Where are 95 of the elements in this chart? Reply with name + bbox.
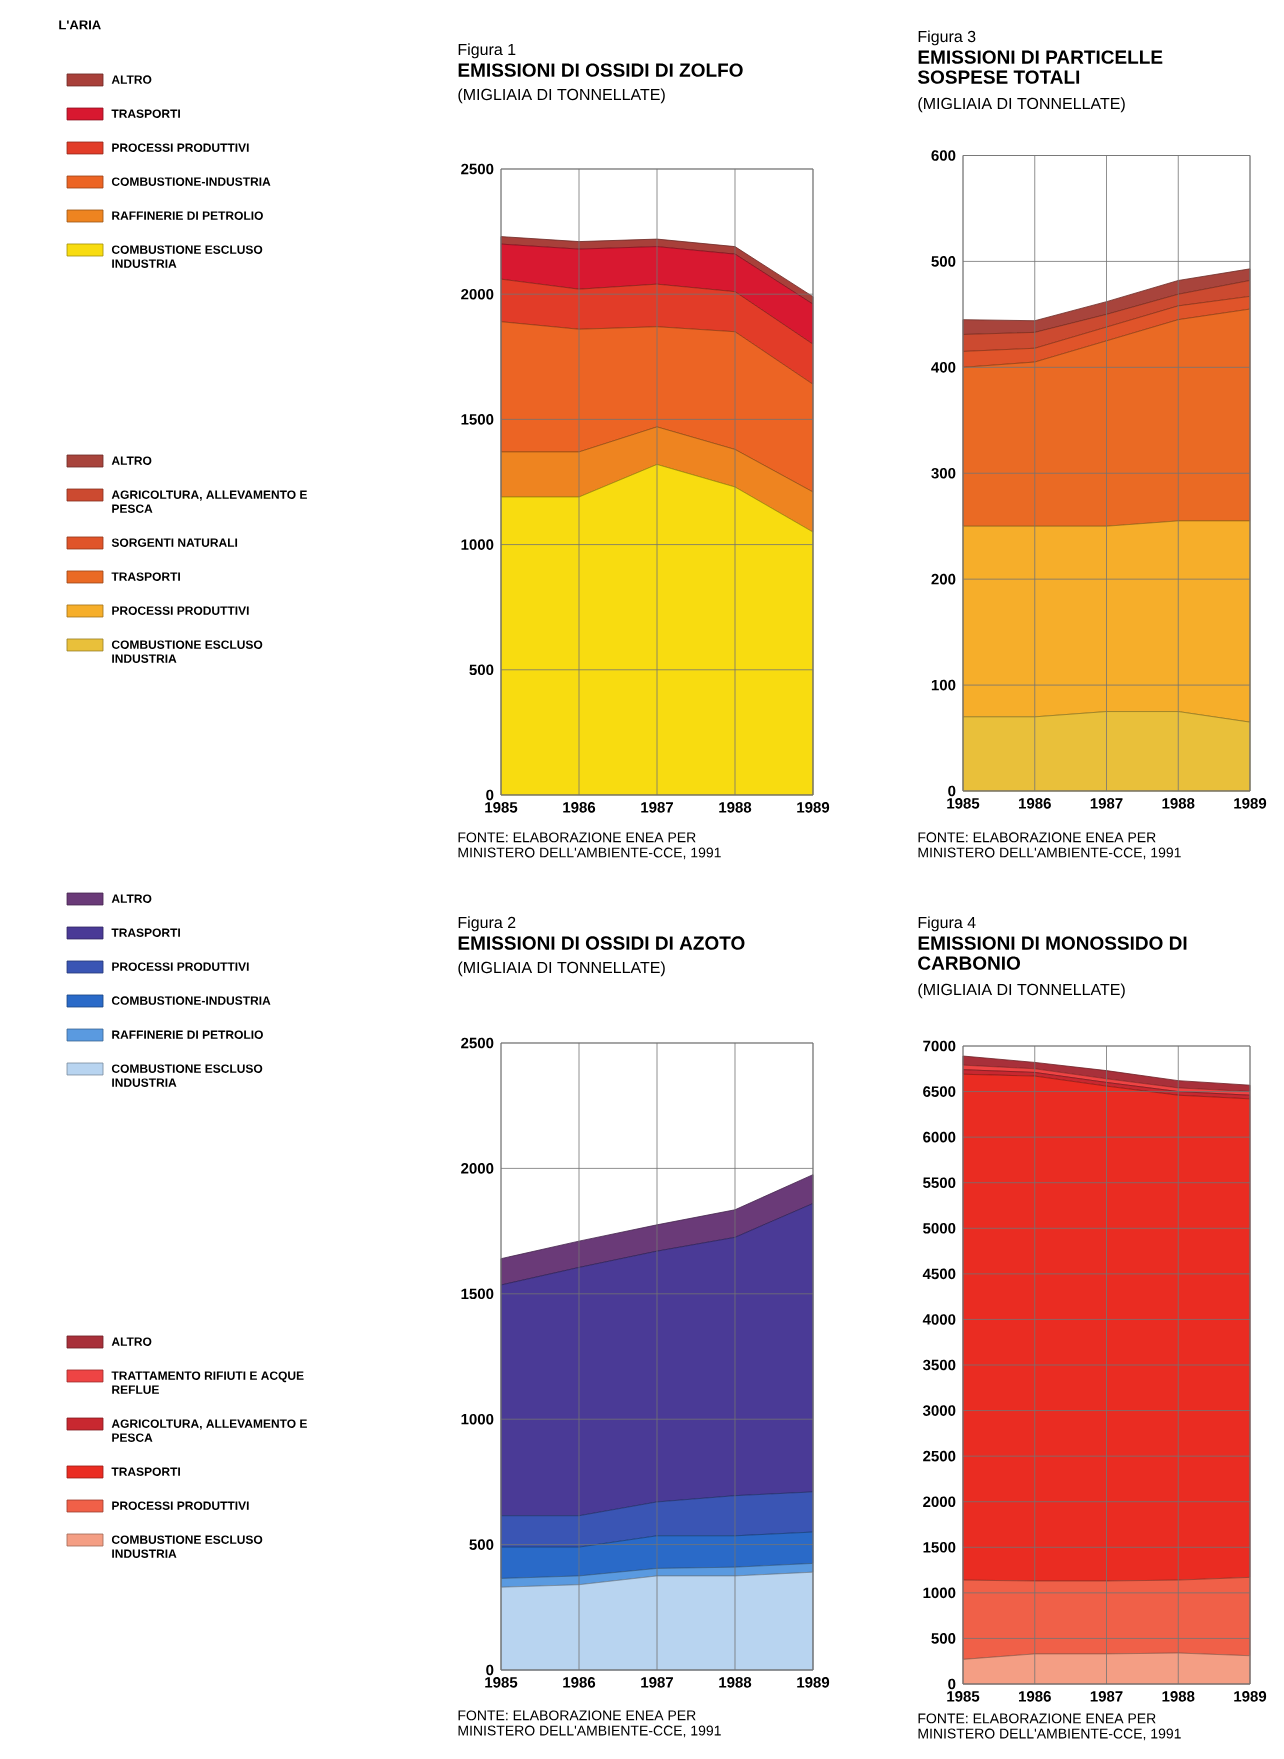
y-tick-label: 1000 xyxy=(461,539,494,550)
legend-label: PROCESSI PRODUTTIVI xyxy=(112,1501,249,1510)
y-tick-label: 500 xyxy=(469,664,494,676)
chart-subtitle: (MIGLIAIA DI TONNELLATE) xyxy=(918,983,1125,999)
x-tick-label: 1989 xyxy=(797,802,830,813)
legend-label: COMBUSTIONE ESCLUSO INDUSTRIA xyxy=(111,1064,263,1087)
y-tick-label: 300 xyxy=(931,467,956,479)
legend-label: TRASPORTI xyxy=(111,1467,180,1476)
text: L'ARIA xyxy=(59,20,101,30)
chart-subtitle: (MIGLIAIA DI TONNELLATE) xyxy=(458,961,665,977)
x-tick-label: 1988 xyxy=(719,802,752,813)
source-note: FONTE: ELABORAZIONE ENEA PER MINISTERO DELL'AMBIENTE-CCE, 1991 xyxy=(458,1710,721,1738)
legend-label: ALTRO xyxy=(111,75,152,84)
y-tick-label: 4500 xyxy=(922,1268,956,1280)
x-tick-label: 1986 xyxy=(1019,798,1051,809)
x-tick-label: 1989 xyxy=(1234,798,1267,809)
y-tick-label: 1000 xyxy=(461,1413,494,1425)
y-tick-label: 400 xyxy=(931,362,956,373)
x-tick-label: 1986 xyxy=(563,1677,596,1688)
y-tick-label: 3500 xyxy=(922,1359,956,1371)
legend-label: COMBUSTIONE ESCLUSO INDUSTRIA xyxy=(111,640,263,663)
y-tick-label: 6500 xyxy=(923,1086,956,1097)
y-tick-label: 2500 xyxy=(461,1037,494,1049)
y-tick-label: 4000 xyxy=(922,1314,956,1325)
legend-label: COMBUSTIONE ESCLUSO INDUSTRIA xyxy=(111,245,263,268)
y-tick-label: 0 xyxy=(948,785,956,797)
source-note: FONTE: ELABORAZIONE ENEA PER MINISTERO DELL'AMBIENTE-CCE, 1991 xyxy=(918,1713,1181,1741)
x-tick-label: 1985 xyxy=(485,1677,518,1688)
legend-label: RAFFINERIE DI PETROLIO xyxy=(112,211,263,220)
legend-label: ALTRO xyxy=(111,456,152,465)
y-tick-label: 500 xyxy=(931,1633,956,1644)
x-tick-label: 1988 xyxy=(719,1677,752,1688)
x-tick-label: 1986 xyxy=(563,802,596,813)
chart-title: EMISSIONI DI MONOSSIDO DI CARBONIO xyxy=(918,936,1187,970)
y-tick-label: 0 xyxy=(486,1664,494,1676)
y-tick-label: 500 xyxy=(931,256,956,267)
y-tick-label: 2500 xyxy=(923,1450,956,1462)
text: Figura 3 xyxy=(918,30,976,46)
y-tick-label: 2000 xyxy=(461,1163,494,1174)
legend-label: AGRICOLTURA, ALLEVAMENTO E PESCA xyxy=(111,1419,307,1442)
y-tick-label: 100 xyxy=(931,679,956,691)
y-tick-label: 2000 xyxy=(923,1496,956,1508)
y-tick-label: 5000 xyxy=(923,1222,956,1234)
y-tick-label: 5500 xyxy=(923,1177,956,1189)
chart-title: EMISSIONI DI PARTICELLE SOSPESE TOTALI xyxy=(917,50,1163,84)
y-tick-label: 7000 xyxy=(923,1040,956,1052)
y-tick-label: 3000 xyxy=(922,1405,956,1416)
x-tick-label: 1985 xyxy=(947,798,980,809)
legend-label: COMBUSTIONE ESCLUSO INDUSTRIA xyxy=(111,1535,263,1558)
x-tick-label: 1988 xyxy=(1162,798,1195,809)
legend-label: PROCESSI PRODUTTIVI xyxy=(112,606,249,615)
legend-label: PROCESSI PRODUTTIVI xyxy=(112,143,249,152)
legend-label: ALTRO xyxy=(111,894,152,903)
x-tick-label: 1986 xyxy=(1019,1691,1051,1702)
x-tick-label: 1985 xyxy=(947,1691,980,1702)
y-tick-label: 0 xyxy=(948,1678,956,1690)
y-tick-label: 6000 xyxy=(923,1131,956,1143)
x-tick-label: 1987 xyxy=(641,1677,674,1688)
chart-subtitle: (MIGLIAIA DI TONNELLATE) xyxy=(918,97,1125,113)
y-tick-label: 2000 xyxy=(461,288,494,300)
y-tick-label: 1500 xyxy=(461,1288,494,1300)
x-tick-label: 1987 xyxy=(641,802,674,813)
chart-title: EMISSIONI DI OSSIDI DI AZOTO xyxy=(458,936,745,950)
legend-label: TRATTAMENTO RIFIUTI E ACQUE REFLUE xyxy=(111,1371,304,1394)
legend-label: TRASPORTI xyxy=(111,109,180,118)
legend-label: ALTRO xyxy=(111,1337,152,1346)
legend-label: COMBUSTIONE-INDUSTRIA xyxy=(111,996,271,1005)
source-note: FONTE: ELABORAZIONE ENEA PER MINISTERO DELL'AMBIENTE-CCE, 1991 xyxy=(458,832,721,860)
legend-label: TRASPORTI xyxy=(111,928,180,937)
text: Figura 1 xyxy=(458,43,516,59)
y-tick-label: 200 xyxy=(931,573,956,585)
x-tick-label: 1987 xyxy=(1090,1691,1123,1702)
text: Figura 4 xyxy=(918,916,976,932)
x-tick-label: 1989 xyxy=(1234,1691,1267,1702)
source-note: FONTE: ELABORAZIONE ENEA PER MINISTERO DELL'AMBIENTE-CCE, 1991 xyxy=(918,832,1181,860)
text: Figura 2 xyxy=(458,916,516,932)
chart-title: EMISSIONI DI OSSIDI DI ZOLFO xyxy=(458,63,743,77)
x-tick-label: 1985 xyxy=(485,802,518,813)
y-tick-label: 600 xyxy=(931,150,956,161)
legend-label: TRASPORTI xyxy=(111,572,180,581)
x-tick-label: 1987 xyxy=(1090,798,1123,809)
y-tick-label: 1000 xyxy=(923,1587,956,1599)
legend-label: PROCESSI PRODUTTIVI xyxy=(112,962,249,971)
legend-label: SORGENTI NATURALI xyxy=(111,538,238,547)
y-tick-label: 1500 xyxy=(923,1541,956,1553)
x-tick-label: 1988 xyxy=(1162,1691,1195,1702)
y-tick-label: 1500 xyxy=(461,414,494,425)
x-tick-label: 1989 xyxy=(797,1677,830,1688)
chart-subtitle: (MIGLIAIA DI TONNELLATE) xyxy=(458,88,665,104)
legend-label: COMBUSTIONE-INDUSTRIA xyxy=(111,177,271,186)
legend-label: AGRICOLTURA, ALLEVAMENTO E PESCA xyxy=(111,490,307,513)
legend-label: RAFFINERIE DI PETROLIO xyxy=(112,1030,263,1039)
y-tick-label: 0 xyxy=(486,789,494,801)
y-tick-label: 500 xyxy=(469,1539,494,1550)
y-tick-label: 2500 xyxy=(461,163,494,175)
